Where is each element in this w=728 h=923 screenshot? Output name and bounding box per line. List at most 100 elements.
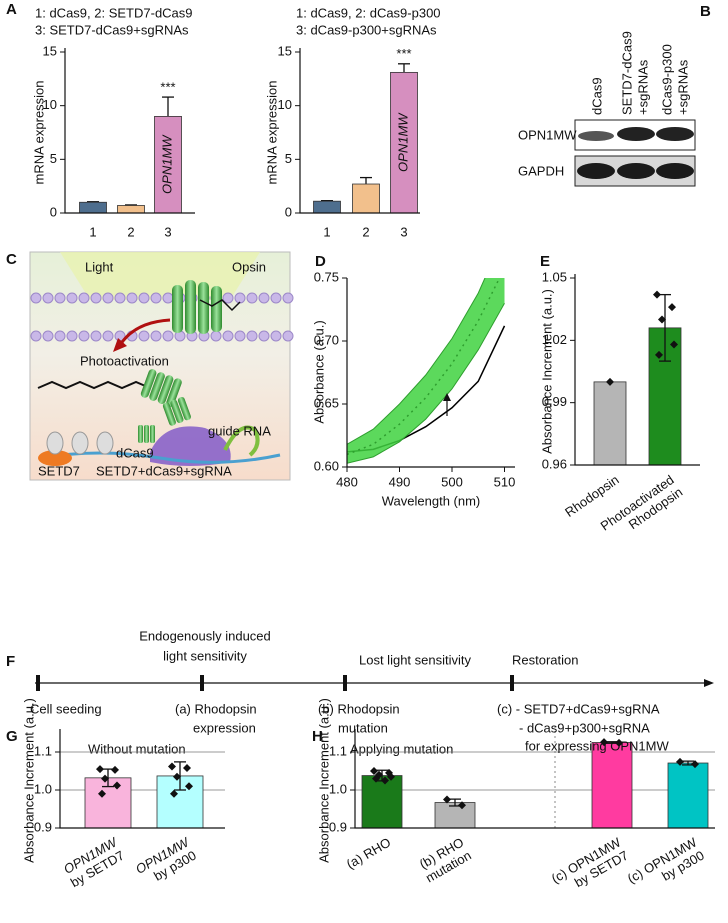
y-tick-label: 5 bbox=[285, 151, 292, 166]
data-point bbox=[606, 377, 614, 386]
data-point bbox=[676, 757, 684, 766]
y-tick-label: 0.9 bbox=[329, 819, 347, 834]
timeline-tick bbox=[343, 675, 347, 691]
plot-area bbox=[347, 278, 506, 464]
data-point bbox=[96, 765, 104, 774]
data-point bbox=[170, 789, 178, 798]
shift-arrow-head bbox=[443, 393, 451, 401]
bar bbox=[79, 201, 107, 214]
band-edge bbox=[347, 278, 486, 445]
axis bbox=[346, 278, 515, 468]
y-tick-label: 0.70 bbox=[314, 332, 339, 347]
row-label: OPN1MW bbox=[518, 127, 577, 142]
panel-letter: F bbox=[6, 653, 15, 670]
data-point bbox=[658, 315, 666, 324]
x-tick-label: 3 bbox=[164, 224, 171, 239]
significance: *** bbox=[396, 46, 411, 61]
timeline-tick bbox=[510, 675, 514, 691]
bar bbox=[434, 802, 476, 829]
blot-band bbox=[577, 163, 615, 179]
lipid bbox=[162, 292, 174, 304]
y-tick-label: 1.1 bbox=[34, 743, 52, 758]
opsin-small bbox=[138, 425, 155, 443]
y-tick-label: 15 bbox=[43, 43, 57, 58]
axis bbox=[574, 274, 700, 466]
lipid bbox=[66, 330, 78, 342]
timeline-tick bbox=[200, 675, 204, 691]
lipid bbox=[78, 330, 90, 342]
x-tick-label: 510 bbox=[494, 474, 516, 489]
lipid bbox=[114, 292, 126, 304]
y-tick-label: 0.9 bbox=[34, 819, 52, 834]
x-tick-label: 490 bbox=[389, 474, 411, 489]
bar bbox=[352, 183, 380, 214]
data-point bbox=[111, 765, 119, 774]
data-point bbox=[670, 340, 678, 349]
data-point bbox=[370, 767, 378, 775]
y-axis-label: mRNA expression bbox=[264, 80, 279, 184]
lipid bbox=[90, 330, 102, 342]
y-tick-label: 0 bbox=[50, 204, 57, 219]
opsin-small bbox=[140, 369, 182, 408]
membrane bbox=[30, 292, 294, 342]
lipid bbox=[162, 330, 174, 342]
y-tick-label: 0.96 bbox=[542, 456, 567, 471]
data-point bbox=[600, 738, 608, 747]
y-tick-label: 1.1 bbox=[329, 743, 347, 758]
axis bbox=[59, 729, 225, 829]
lipid bbox=[78, 292, 90, 304]
x-tick-label: 1 bbox=[323, 224, 330, 239]
diagram-label: guide RNA bbox=[208, 423, 271, 438]
panel-letter: D bbox=[315, 253, 326, 270]
panel-letter: E bbox=[540, 253, 550, 270]
bar-label: OPN1MW bbox=[395, 112, 410, 172]
lipid bbox=[222, 330, 234, 342]
bar bbox=[593, 381, 627, 466]
y-tick-label: 0.99 bbox=[542, 394, 567, 409]
y-axis-label: Absorbance Increment (a.u.) bbox=[21, 698, 36, 863]
data-point bbox=[101, 774, 109, 783]
data-point bbox=[185, 782, 193, 791]
diagram-label: Opsin bbox=[232, 259, 266, 274]
lane-label: SETD7-dCas9 bbox=[619, 31, 634, 115]
timeline-label: Restoration bbox=[512, 652, 578, 667]
arrow-head bbox=[113, 338, 127, 352]
lane-label: +sgRNAs bbox=[675, 59, 690, 115]
blot-band bbox=[656, 127, 694, 141]
diagram-label: Light bbox=[85, 259, 114, 274]
timeline-label: Lost light sensitivity bbox=[359, 652, 471, 667]
x-tick-label: 2 bbox=[362, 224, 369, 239]
lipid bbox=[282, 292, 294, 304]
lipid bbox=[222, 292, 234, 304]
lipid bbox=[126, 292, 138, 304]
lipid bbox=[42, 330, 54, 342]
bar bbox=[667, 762, 709, 829]
data-point bbox=[615, 738, 623, 747]
lipid bbox=[54, 292, 66, 304]
timeline-label: for expressing OPN1MW bbox=[525, 738, 669, 753]
timeline-arrow bbox=[704, 679, 714, 687]
timeline-label: mutation bbox=[338, 720, 388, 735]
x-tick-label: 2 bbox=[127, 224, 134, 239]
lipid bbox=[234, 330, 246, 342]
bar bbox=[361, 775, 403, 829]
data-point bbox=[372, 774, 380, 783]
y-axis-label: Absorbance (a.u.) bbox=[311, 320, 326, 423]
lipid bbox=[258, 330, 270, 342]
y-tick-label: 1.0 bbox=[329, 781, 347, 796]
panel-letter: C bbox=[6, 251, 17, 268]
y-tick-label: 5 bbox=[50, 151, 57, 166]
legend-note: 1: dCas9, 2: SETD7-dCas9 bbox=[35, 5, 193, 20]
opsin-bundle bbox=[172, 280, 241, 334]
legend-note: 1: dCas9, 2: dCas9-p300 bbox=[296, 5, 441, 20]
legend-note: 3: dCas9-p300+sgRNAs bbox=[296, 22, 437, 37]
lipid bbox=[246, 292, 258, 304]
diagram-label: dCas9 bbox=[116, 445, 154, 460]
lipid bbox=[210, 330, 222, 342]
data-point bbox=[387, 772, 395, 781]
x-tick-label: 500 bbox=[441, 474, 463, 489]
setd7-protein bbox=[38, 450, 72, 466]
panel-letter: B bbox=[700, 3, 711, 20]
x-axis-label: Wavelength (nm) bbox=[382, 493, 481, 508]
lane-label: dCas9-p300 bbox=[659, 44, 674, 115]
